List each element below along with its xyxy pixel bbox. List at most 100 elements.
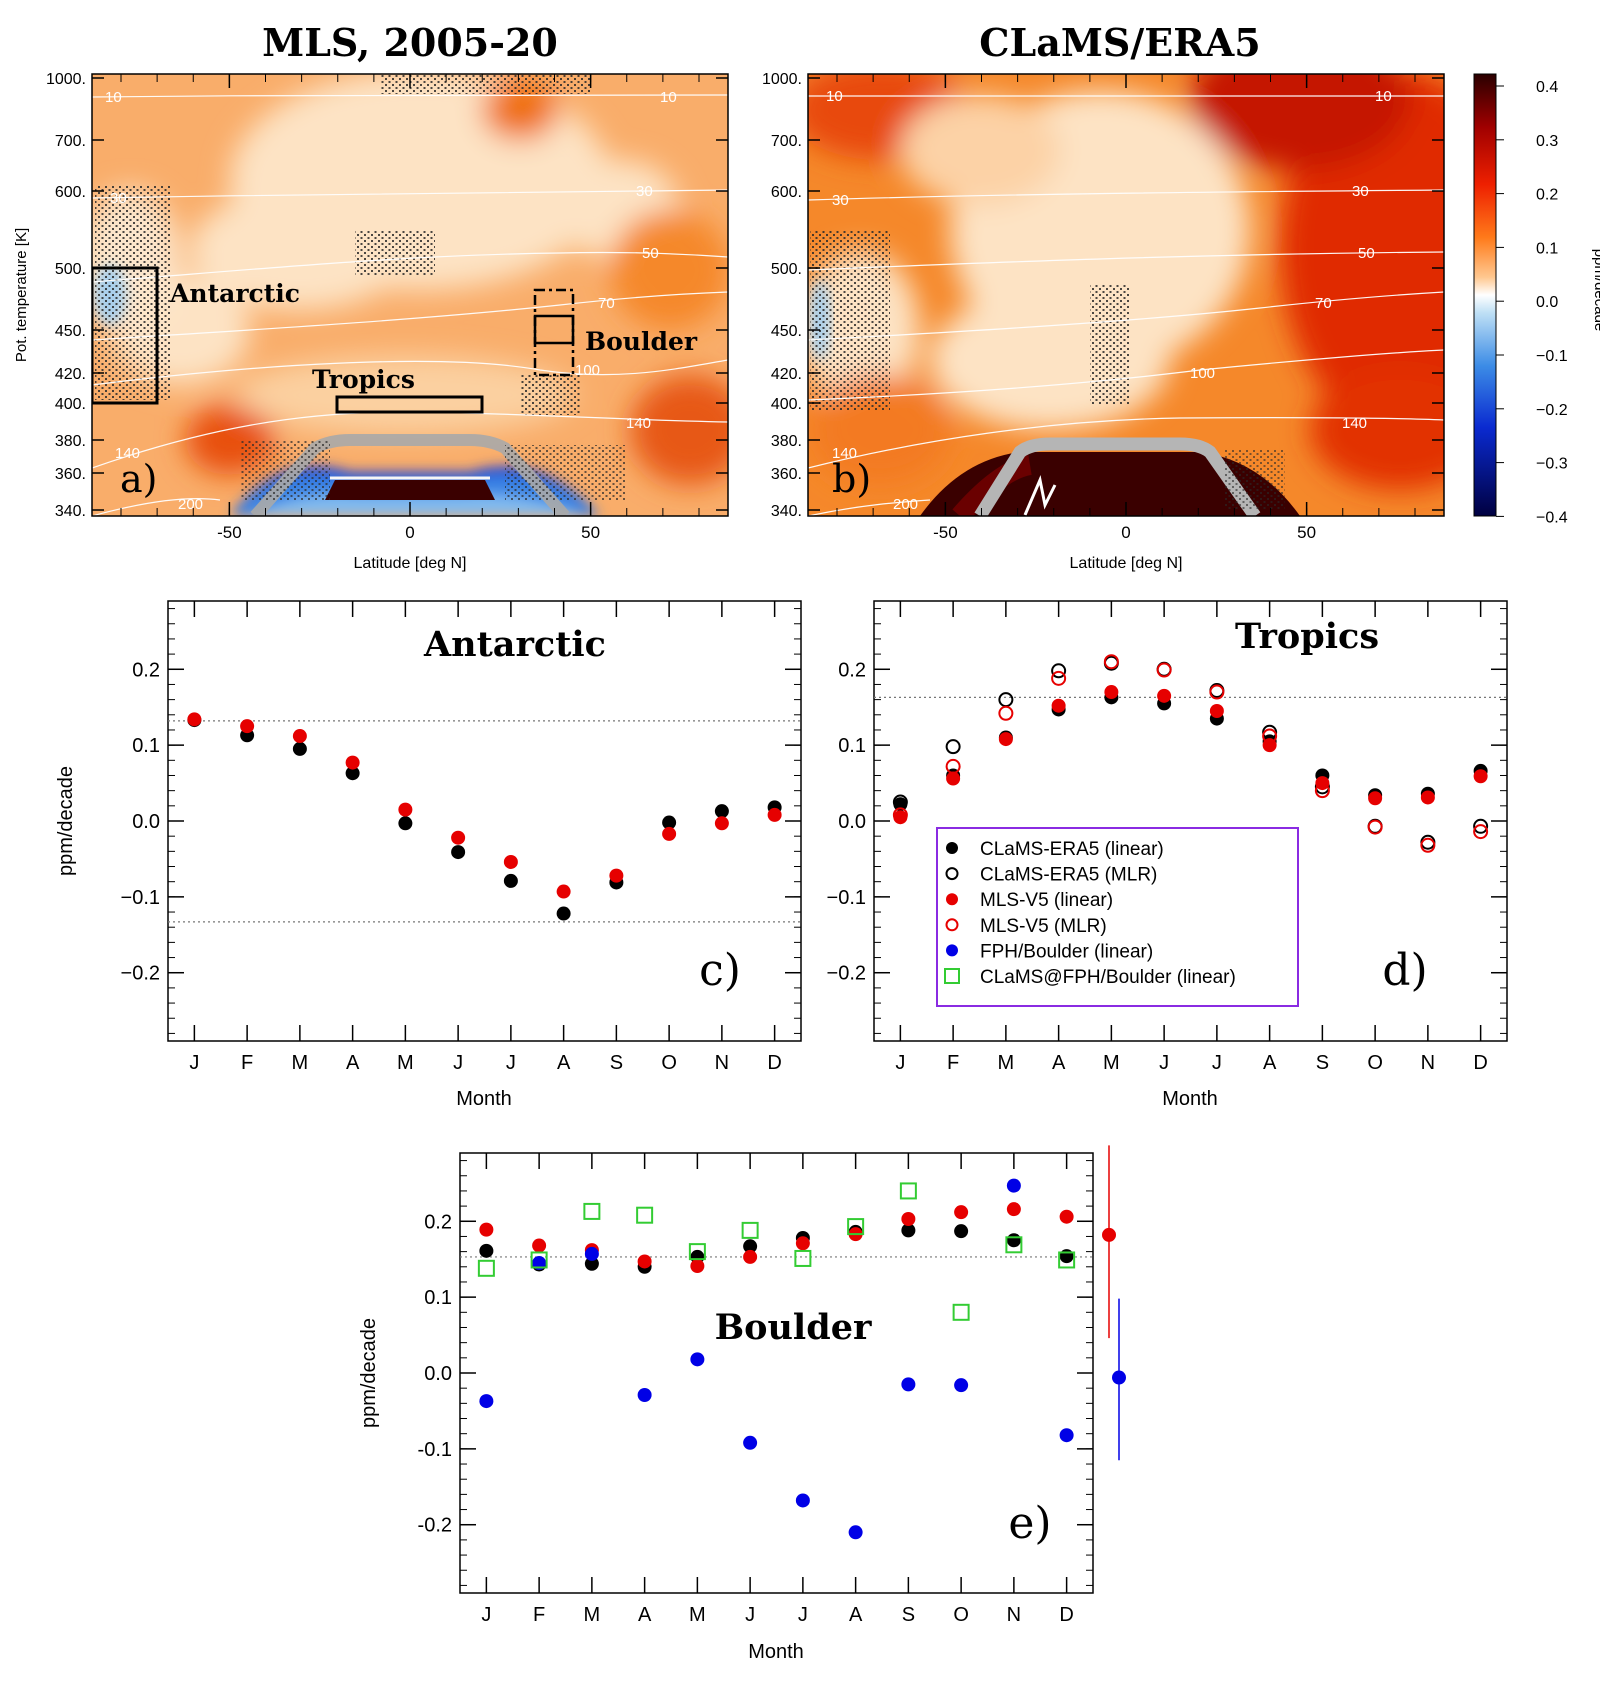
theta-tick-label: 500. <box>55 261 86 278</box>
data-point <box>901 1223 916 1238</box>
data-point <box>398 816 413 831</box>
x-axis-label: Month <box>1162 1088 1218 1110</box>
colorbar-tick-label: −0.3 <box>1536 456 1568 473</box>
theta-tick-label: 340. <box>55 503 86 520</box>
data-point <box>743 1239 758 1254</box>
x-tick-label: S <box>610 1052 623 1074</box>
data-point <box>479 1394 494 1409</box>
data-point <box>662 815 677 830</box>
x-tick-label: N <box>1007 1604 1021 1626</box>
contour-label: 10 <box>826 88 843 105</box>
x-axis-label: Month <box>748 1641 804 1663</box>
y-axis-label: ppm/decade <box>55 766 77 876</box>
x-tick-label: J <box>745 1604 755 1626</box>
antarctic-box <box>92 266 159 405</box>
data-point <box>743 1435 758 1450</box>
y-tick-label: 0.0 <box>132 811 160 833</box>
panel-label: d) <box>1382 945 1427 996</box>
data-point <box>952 1303 970 1321</box>
x-tick-label: A <box>638 1604 652 1626</box>
data-point <box>1051 670 1067 686</box>
latitude-tick-label: -50 <box>933 523 958 542</box>
theta-tick-label: 420. <box>771 366 802 383</box>
x-tick-label: M <box>689 1604 706 1626</box>
contour-label: 70 <box>598 295 615 312</box>
data-point <box>1059 1249 1074 1264</box>
theta-tick-label: 400. <box>55 396 86 413</box>
data-point <box>1368 791 1383 806</box>
latitude-tick-label: 0 <box>405 523 414 542</box>
data-point <box>584 1256 599 1271</box>
data-point <box>954 1378 969 1393</box>
panel-label: c) <box>699 945 741 996</box>
x-tick-label: F <box>947 1052 959 1074</box>
x-tick-label: D <box>767 1052 781 1074</box>
x-tick-label: A <box>346 1052 360 1074</box>
colorbar-tick-label: 0.0 <box>1536 294 1558 311</box>
contour-label: 10 <box>660 89 677 106</box>
data-point <box>1103 654 1119 670</box>
legend-label: CLaMS@FPH/Boulder (linear) <box>980 967 1236 988</box>
data-point <box>1058 1251 1076 1269</box>
panel-b-map: 10 10 30 30 50 70 100 140 140 200 <box>808 74 1444 516</box>
theta-tick-label: 450. <box>55 323 86 340</box>
data-point <box>451 845 466 860</box>
panel-b-stippling <box>810 230 1285 510</box>
y-tick-label: 0.2 <box>132 659 160 681</box>
y-tick-label: −0.2 <box>121 963 160 985</box>
legend-label: FPH/Boulder (linear) <box>980 941 1153 962</box>
series <box>892 654 1489 853</box>
tropics-label: Tropics <box>312 365 415 394</box>
panel-b-title: CLaMS/ERA5 <box>979 20 1260 65</box>
theta-tick-label: 500. <box>771 261 802 278</box>
legend: CLaMS-ERA5 (linear) CLaMS-ERA5 (MLR) MLS-V… <box>936 827 1299 1007</box>
y-tick-label: −0.1 <box>827 887 866 909</box>
data-point <box>1473 824 1489 840</box>
theta-tick-label: 380. <box>55 433 86 450</box>
y-tick-label: 0.1 <box>838 735 866 757</box>
data-point <box>637 1388 652 1402</box>
legend-marker <box>945 867 959 881</box>
y-tick-label: -0.1 <box>418 1439 452 1461</box>
theta-tick-label: 420. <box>55 366 86 383</box>
data-point <box>187 712 202 727</box>
data-point <box>946 771 961 786</box>
data-point <box>1104 685 1119 700</box>
contour-label: 70 <box>1315 295 1332 312</box>
data-point <box>901 1377 916 1392</box>
data-point <box>998 705 1014 721</box>
x-tick-label: A <box>557 1052 571 1074</box>
theta-tick-label: 340. <box>771 503 802 520</box>
contour-label: 30 <box>832 192 849 209</box>
plot-frame <box>167 600 802 1042</box>
antarctic-label: Antarctic <box>169 279 300 308</box>
data-point <box>1314 783 1330 799</box>
data-point <box>743 1249 758 1264</box>
data-point <box>556 906 571 921</box>
y-tick-label: 0.0 <box>424 1363 452 1385</box>
data-point <box>848 1525 863 1540</box>
x-tick-label: J <box>453 1052 463 1074</box>
panel-a-title: MLS, 2005-20 <box>262 20 558 65</box>
data-point <box>1051 698 1066 713</box>
data-point <box>998 732 1013 747</box>
data-point <box>477 1259 495 1277</box>
legend-label: MLS-V5 (MLR) <box>980 916 1107 937</box>
data-point <box>662 826 677 841</box>
panel-a-ylabel: Pot. temperature [K] <box>13 228 30 362</box>
x-tick-label: D <box>1473 1052 1487 1074</box>
data-point <box>1059 1209 1074 1224</box>
data-point <box>688 1243 706 1261</box>
data-point <box>240 719 255 734</box>
x-tick-label: N <box>715 1052 729 1074</box>
colorbar: 0.4 0.3 0.2 0.1 0.0 −0.1 −0.2 −0.3 −0.4 ppm/deca… <box>1473 73 1600 526</box>
data-point <box>1262 728 1278 744</box>
panel-c: 0.2 0.1 0.0 −0.1 −0.2 J F M A M J J A S O N D Antarctic c)… <box>55 600 802 1110</box>
panel-b-xlabel: Latitude [deg N] <box>1070 555 1183 572</box>
y-tick-label: −0.2 <box>827 963 866 985</box>
data-point <box>1367 819 1383 835</box>
data-point <box>795 1236 810 1251</box>
contour-label: 100 <box>1190 365 1215 382</box>
data-point <box>899 1182 917 1200</box>
x-tick-label: S <box>1316 1052 1329 1074</box>
